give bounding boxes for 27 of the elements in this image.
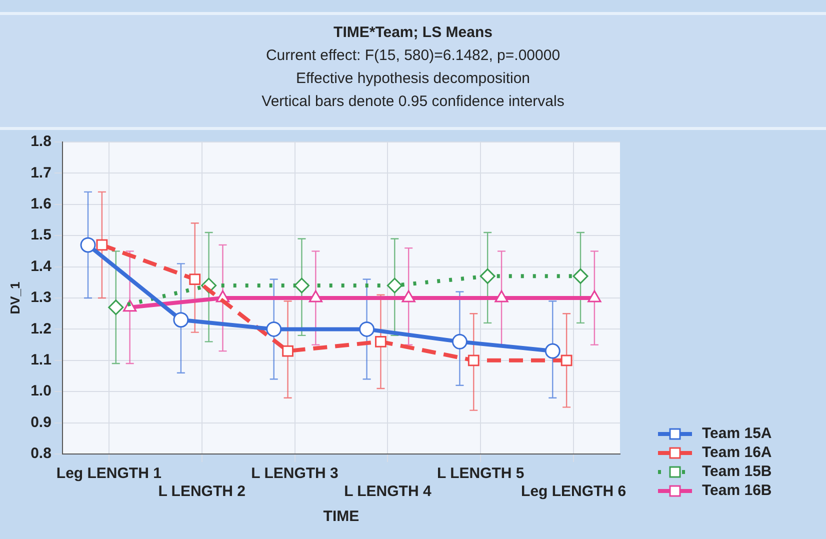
text: Effective hypothesis decomposition bbox=[294, 69, 532, 89]
chart-title: TIME*Team; LS Means bbox=[332, 23, 494, 43]
legend-label: Team 15B bbox=[702, 463, 772, 480]
legend-label: Team 16B bbox=[702, 482, 772, 500]
y-axis-title: DV_1 bbox=[7, 282, 22, 314]
x-tick-label: L LENGTH 3 bbox=[251, 465, 338, 482]
x-tick-label: L LENGTH 2 bbox=[158, 483, 246, 500]
x-tick-label: L LENGTH 4 bbox=[344, 483, 432, 500]
y-tick-label: 1.0 bbox=[30, 382, 52, 400]
y-tick-label: 0.9 bbox=[30, 414, 52, 431]
legend-label: Team 16A bbox=[702, 444, 772, 462]
x-axis-title: TIME bbox=[323, 508, 360, 526]
y-tick-label: 1.4 bbox=[30, 258, 52, 275]
y-tick-label: 1.7 bbox=[30, 164, 52, 182]
x-tick-label: Leg LENGTH 1 bbox=[56, 465, 162, 482]
x-tick-label: Leg LENGTH 6 bbox=[521, 483, 626, 500]
y-tick-label: 1.5 bbox=[30, 226, 52, 244]
y-tick-label: 1.1 bbox=[30, 352, 52, 369]
text: Vertical bars denote 0.95 confidence intervals bbox=[260, 92, 566, 112]
y-tick-label: 1.3 bbox=[30, 289, 52, 306]
y-tick-label: 0.8 bbox=[30, 445, 52, 462]
x-tick-label: L LENGTH 5 bbox=[436, 465, 524, 482]
y-tick-label: 1.2 bbox=[30, 320, 52, 338]
legend-label: Team 15A bbox=[702, 425, 772, 442]
y-tick-label: 1.6 bbox=[30, 196, 52, 213]
chart-subtitle: Current effect: F(15, 580)=6.1482, p=.00000 bbox=[264, 46, 562, 66]
y-tick-label: 1.8 bbox=[30, 133, 52, 150]
